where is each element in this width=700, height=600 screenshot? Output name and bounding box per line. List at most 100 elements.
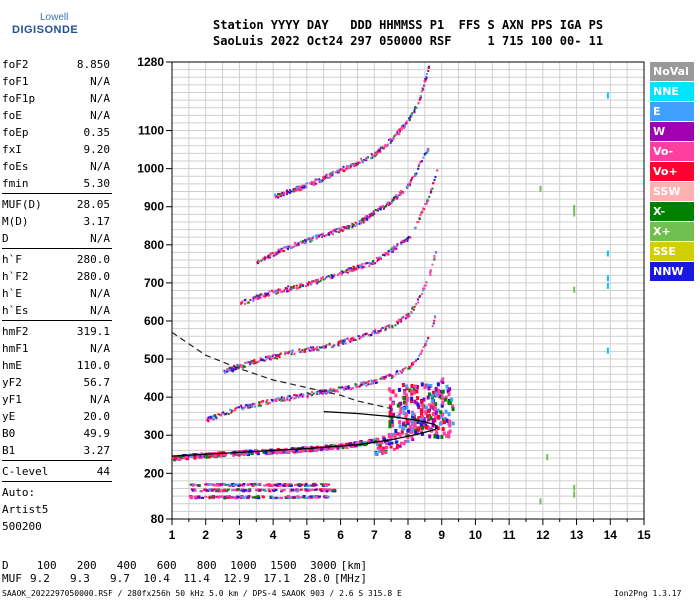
echo-dot [179,455,183,459]
es-echo-dot [296,497,300,500]
echo-dot [377,207,380,210]
echo-dot [426,414,430,419]
echo-dot [224,452,228,456]
echo-dot [277,251,280,254]
echo-dot [347,267,350,270]
header-row-values: SaoLuis 2022 Oct24 297 050000 RSF 1 715 … [213,34,604,48]
echo-dot [264,256,267,259]
echo-dot [295,284,298,287]
param-value: 28.05 [76,198,110,211]
es-echo-dot [280,496,284,499]
es-echo-dot [285,496,289,499]
echo-dot [406,186,409,189]
echo-dot [342,339,345,342]
x-tick-label: 13 [570,528,584,542]
muf-value: 28.0 [303,572,330,585]
echo-dot [301,240,304,243]
echo-dot [408,182,411,185]
es-echo-dot [314,496,318,499]
echo-dot [399,370,402,373]
echo-dot [341,341,344,344]
echo-dot [273,353,276,356]
es-echo-dot [302,495,306,498]
echo-dot [295,189,298,192]
echo-dot [387,201,390,204]
echo-dot [344,386,347,389]
echo-dot [428,403,432,407]
echo-dot [287,245,290,248]
echo-dot [363,266,366,269]
echo-dot [390,374,393,377]
echo-dot [410,391,414,396]
echo-dot [441,412,445,417]
echo-dot [407,183,410,186]
es-echo-dot [255,488,259,491]
echo-dot [287,247,290,250]
legend-item: SSE [650,242,694,261]
es-echo-dot [255,483,259,486]
echo-dot [400,128,403,131]
echo-dot [177,457,181,461]
echo-dot [288,288,291,291]
echo-dot [394,393,398,398]
es-echo-dot [225,489,229,492]
echo-dot [332,389,335,392]
echo-dot [235,368,238,371]
echo-dot [398,191,401,194]
echo-dot [340,272,343,275]
echo-dot [451,407,455,412]
echo-dot [405,185,408,188]
echo-dot [382,446,386,450]
echo-dot [345,167,348,170]
echo-dot [332,229,335,232]
echo-dot [606,347,609,354]
echo-dot [282,290,285,293]
echo-dot [423,153,426,156]
echo-dot [398,420,402,425]
echo-dot [247,361,250,364]
echo-dot [389,141,392,144]
echo-dot [406,436,410,440]
y-tick-label: 400 [144,390,164,404]
echo-dot [398,194,401,197]
echo-dot [427,70,430,73]
echo-dot [297,396,300,399]
es-echo-dot [190,496,194,499]
muf-value: 17.1 [263,572,290,585]
echo-dot [424,284,427,287]
echo-dot [351,225,354,228]
echo-dot [245,404,248,407]
param-row: foF1 N/A [2,73,112,90]
es-echo-dot [237,483,241,486]
echo-dot [232,366,235,369]
param-value: 280.0 [76,253,110,266]
echo-dot [406,440,410,444]
echo-dot [416,431,420,435]
es-echo-dot [226,495,230,498]
echo-dot [411,307,414,310]
echo-dot [316,345,319,348]
es-echo-dot [325,490,329,493]
echo-dot [302,393,305,396]
echo-dot [262,257,265,260]
echo-dot [377,258,380,261]
echo-dot [434,386,438,391]
echo-dot [365,384,368,387]
es-echo-dot [319,488,323,491]
es-echo-dot [209,496,213,499]
es-echo-dot [314,484,318,487]
echo-dot [375,331,378,334]
echo-dot [246,453,250,457]
echo-dot [404,317,407,320]
echo-dot [243,405,246,408]
echo-dot [414,174,417,177]
param-name: hmF2 [2,325,29,338]
echo-dot [393,433,397,438]
echo-dot [240,406,243,409]
echo-dot [403,368,406,371]
echo-dot [369,157,372,160]
echo-dot [403,239,406,242]
echo-dot [240,301,243,304]
echo-dot [241,366,244,369]
echo-dot [187,454,191,458]
